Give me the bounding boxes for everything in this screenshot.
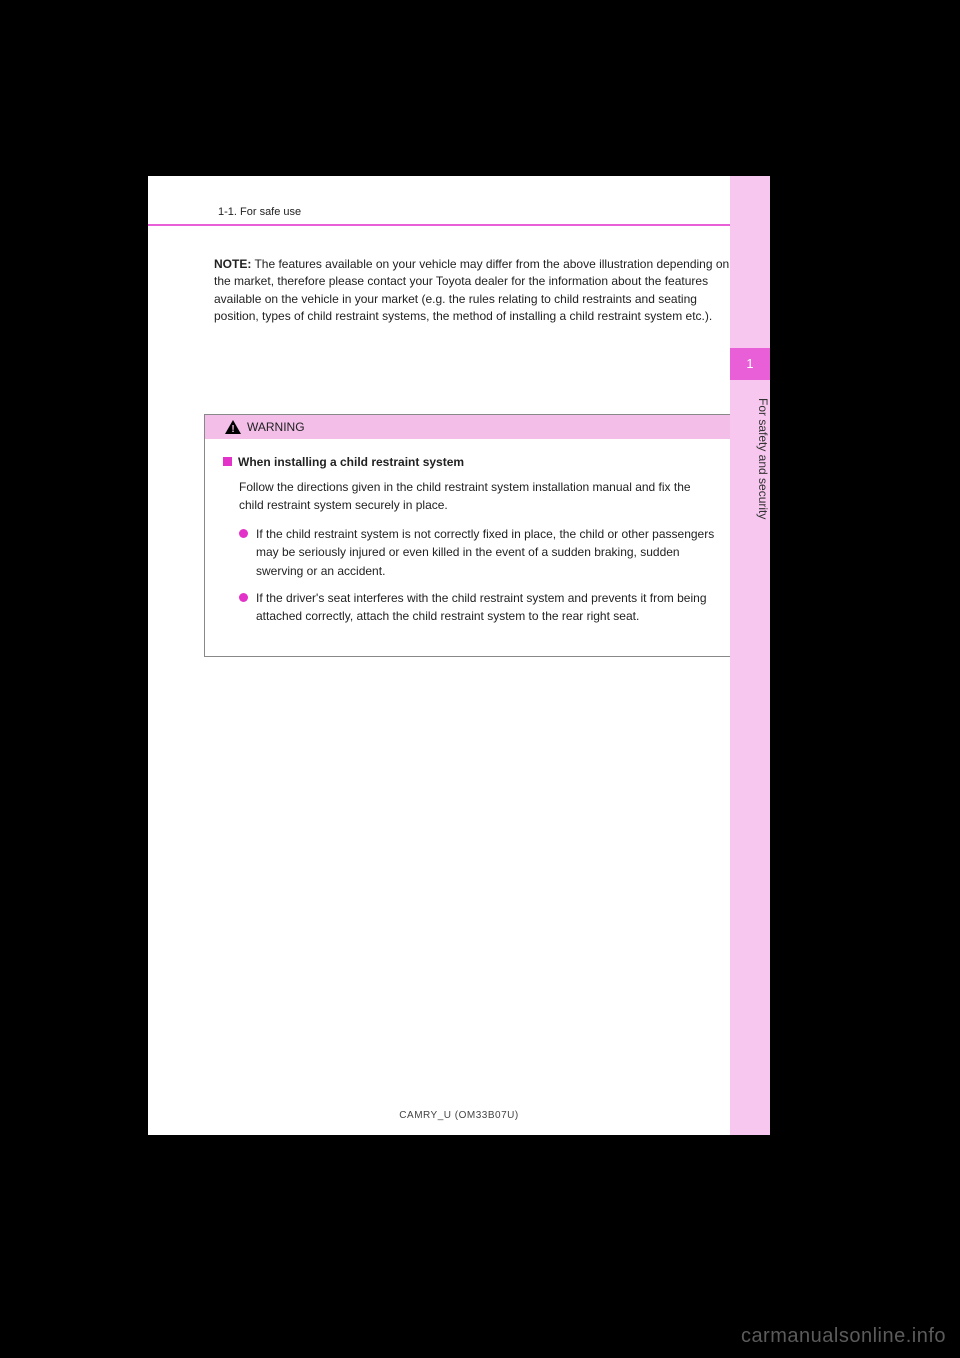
warning-triangle-icon: ! [225, 420, 241, 434]
warning-subtext: Follow the directions given in the child… [239, 478, 715, 515]
svg-text:!: ! [231, 424, 234, 434]
note-block: NOTE: The features available on your veh… [214, 256, 740, 326]
chapter-number-badge: 1 [730, 348, 770, 380]
header-breadcrumb: 1-1. For safe use [218, 206, 301, 218]
chapter-title-vertical: For safety and security [730, 394, 770, 519]
warning-body: When installing a child restraint system… [205, 439, 733, 656]
warning-title: WARNING [247, 420, 305, 434]
warning-box: ! WARNING When installing a child restra… [204, 414, 734, 657]
warning-bullet-row: If the child restraint system is not cor… [239, 525, 715, 581]
warning-bullet-row: If the driver's seat interferes with the… [239, 589, 715, 626]
round-bullet-icon [239, 593, 248, 602]
warning-bullet-text: If the driver's seat interferes with the… [256, 589, 715, 626]
square-bullet-icon [223, 457, 232, 466]
chapter-side-tab: 1 For safety and security [730, 176, 770, 1135]
document-code: CAMRY_U (OM33B07U) [148, 1110, 770, 1121]
manual-page: 67 1-1. For safe use NOTE: The features … [148, 176, 770, 1135]
round-bullet-icon [239, 529, 248, 538]
header-rule [148, 224, 770, 226]
warning-bullet-text: If the child restraint system is not cor… [256, 525, 715, 581]
warning-section-heading: When installing a child restraint system [223, 453, 715, 472]
warning-heading-text: When installing a child restraint system [238, 455, 464, 469]
watermark-text: carmanualsonline.info [741, 1325, 946, 1348]
warning-header: ! WARNING [205, 415, 733, 439]
note-label: NOTE: [214, 257, 251, 271]
note-body: The features available on your vehicle m… [214, 257, 729, 323]
